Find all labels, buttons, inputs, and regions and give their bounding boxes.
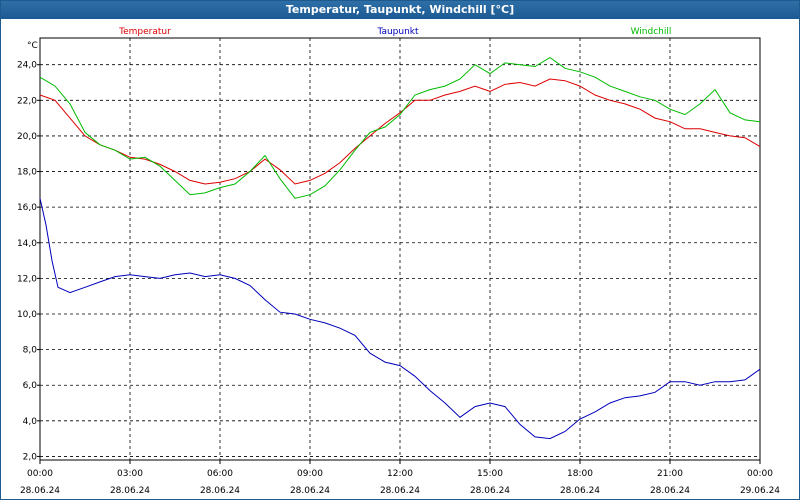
y-tick-label: 12,0 bbox=[17, 274, 37, 284]
x-tick-label-date: 28.06.24 bbox=[20, 486, 60, 496]
x-tick-label-time: 18:00 bbox=[567, 469, 593, 479]
y-tick-label: 2,0 bbox=[23, 452, 38, 462]
x-tick-label-time: 12:00 bbox=[387, 469, 413, 479]
legend-label-taupunkt: Taupunkt bbox=[376, 27, 419, 37]
x-tick-label-time: 15:00 bbox=[477, 469, 503, 479]
y-tick-label: 14,0 bbox=[17, 239, 37, 249]
y-tick-label: 20,0 bbox=[17, 132, 37, 142]
y-tick-label: 10,0 bbox=[17, 310, 37, 320]
series-line-windchill bbox=[39, 57, 761, 199]
x-tick-label-time: 03:00 bbox=[117, 469, 143, 479]
x-tick-label-date: 28.06.24 bbox=[200, 486, 240, 496]
x-tick-label-date: 28.06.24 bbox=[290, 486, 330, 496]
x-tick-label-time: 00:00 bbox=[27, 469, 53, 479]
x-tick-label-time: 21:00 bbox=[657, 469, 683, 479]
x-tick-label-date: 29.06.24 bbox=[740, 486, 780, 496]
x-tick-label-date: 28.06.24 bbox=[650, 486, 690, 496]
x-tick-label-time: 09:00 bbox=[297, 469, 323, 479]
y-axis-label: °C bbox=[27, 41, 38, 51]
x-tick-label-date: 28.06.24 bbox=[560, 486, 600, 496]
chart-title: Temperatur, Taupunkt, Windchill [°C] bbox=[1, 1, 799, 19]
x-tick-label-date: 28.06.24 bbox=[470, 486, 510, 496]
x-tick-label-time: 00:00 bbox=[747, 469, 773, 479]
y-tick-label: 4,0 bbox=[23, 417, 38, 427]
y-tick-label: 8,0 bbox=[23, 346, 38, 356]
y-tick-label: 16,0 bbox=[17, 203, 37, 213]
series-line-taupunkt bbox=[39, 198, 761, 440]
y-tick-label: 6,0 bbox=[23, 381, 38, 391]
x-tick-label-date: 28.06.24 bbox=[380, 486, 420, 496]
series-line-temperatur bbox=[39, 78, 761, 185]
y-tick-label: 24,0 bbox=[17, 61, 37, 71]
x-tick-label-time: 06:00 bbox=[207, 469, 233, 479]
y-tick-label: 22,0 bbox=[17, 96, 37, 106]
x-tick-label-date: 28.06.24 bbox=[110, 486, 150, 496]
legend-label-temperatur: Temperatur bbox=[118, 27, 171, 37]
y-tick-label: 18,0 bbox=[17, 168, 37, 178]
legend-label-windchill: Windchill bbox=[631, 27, 672, 37]
